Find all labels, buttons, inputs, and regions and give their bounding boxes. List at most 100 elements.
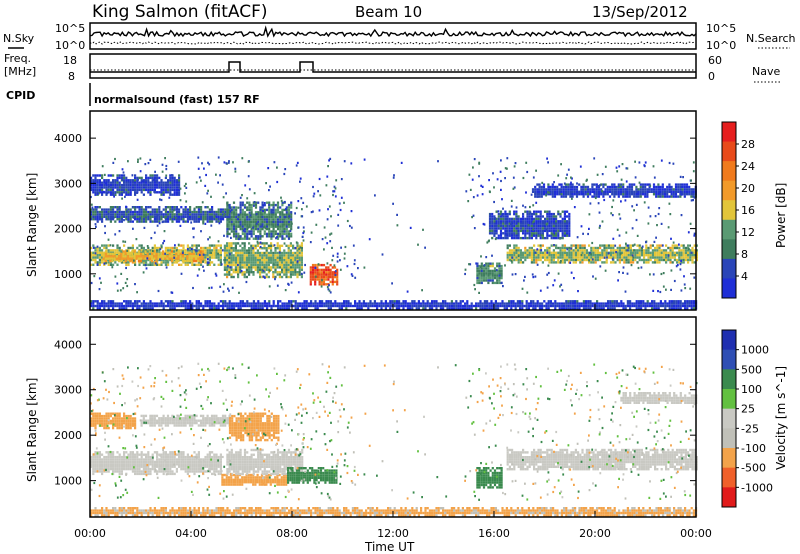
cell: [156, 249, 159, 252]
cell: [178, 188, 181, 192]
cell: [184, 206, 187, 209]
cell: [667, 254, 670, 257]
cell: [633, 302, 636, 305]
cell: [281, 302, 284, 305]
cell: [336, 268, 339, 272]
cell: [530, 229, 533, 233]
cell: [530, 258, 533, 262]
cell: [504, 227, 507, 230]
cell: [572, 254, 575, 257]
cell: [632, 251, 635, 254]
cell: [184, 213, 187, 216]
cell: [654, 258, 657, 262]
cell: [334, 304, 337, 308]
cell: [127, 220, 130, 223]
cell: [658, 191, 661, 194]
cell: [261, 266, 264, 269]
cell: [522, 229, 525, 233]
cell: [515, 222, 518, 225]
cell: [184, 215, 187, 218]
cell: [255, 302, 258, 305]
cell: [241, 300, 244, 303]
cell: [257, 230, 260, 233]
cell: [302, 231, 305, 235]
cell: [287, 208, 291, 212]
cell: [515, 234, 518, 237]
cell: [551, 195, 554, 198]
cell: [533, 256, 536, 259]
cell: [530, 236, 533, 240]
cell: [493, 227, 496, 230]
cell: [556, 302, 559, 305]
cell: [330, 215, 332, 218]
cell: [250, 213, 253, 216]
region-5: [226, 201, 293, 240]
cell: [248, 215, 251, 219]
cell: [204, 251, 207, 254]
cell: [276, 273, 279, 276]
cell: [622, 185, 625, 189]
nsky-line: [89, 25, 697, 38]
cell: [393, 302, 396, 305]
cell: [298, 259, 301, 262]
cell: [552, 302, 555, 305]
cell: [235, 208, 238, 212]
cell: [276, 256, 279, 259]
cell: [98, 302, 101, 305]
cell: [252, 271, 255, 274]
cell: [556, 188, 559, 191]
cell: [248, 256, 251, 259]
cell: [510, 220, 514, 223]
cell: [193, 207, 196, 210]
cell: [513, 254, 516, 257]
cell: [96, 213, 99, 216]
cell: [232, 201, 236, 204]
cell: [116, 258, 119, 262]
cell: [547, 304, 550, 308]
cell: [213, 214, 216, 217]
cell: [642, 302, 645, 305]
cell: [431, 304, 434, 308]
cell: [345, 304, 348, 308]
cell: [668, 302, 671, 305]
cell: [234, 256, 237, 259]
cell: [265, 251, 268, 255]
cell: [272, 218, 275, 221]
cell: [263, 302, 266, 305]
cell: [693, 276, 696, 279]
cell: [630, 193, 634, 196]
cell: [389, 300, 392, 303]
cell: [515, 246, 518, 250]
cell: [173, 193, 176, 196]
cell: [552, 258, 555, 262]
cell: [134, 181, 137, 184]
cell: [299, 302, 302, 305]
cell: [333, 266, 337, 269]
cell: [558, 307, 561, 310]
cell: [248, 220, 251, 224]
cell: [478, 274, 481, 277]
cell: [551, 233, 554, 236]
cell: [305, 302, 308, 305]
region-6: [309, 263, 339, 286]
cell: [252, 263, 255, 267]
cell: [243, 232, 247, 236]
cell: [219, 218, 222, 221]
cell: [151, 176, 154, 180]
cell: [417, 302, 420, 305]
cell: [102, 190, 105, 193]
cell: [684, 287, 687, 290]
cell: [468, 304, 471, 308]
cell: [478, 279, 481, 282]
cell: [376, 307, 379, 310]
cell: [395, 300, 398, 303]
cell: [464, 302, 467, 305]
cell: [679, 183, 682, 186]
cell: [261, 206, 264, 209]
cell: [536, 304, 539, 308]
cell: [655, 304, 658, 308]
cell: [263, 230, 266, 233]
cell: [656, 251, 659, 254]
cell: [309, 268, 312, 272]
cell: [123, 191, 126, 194]
